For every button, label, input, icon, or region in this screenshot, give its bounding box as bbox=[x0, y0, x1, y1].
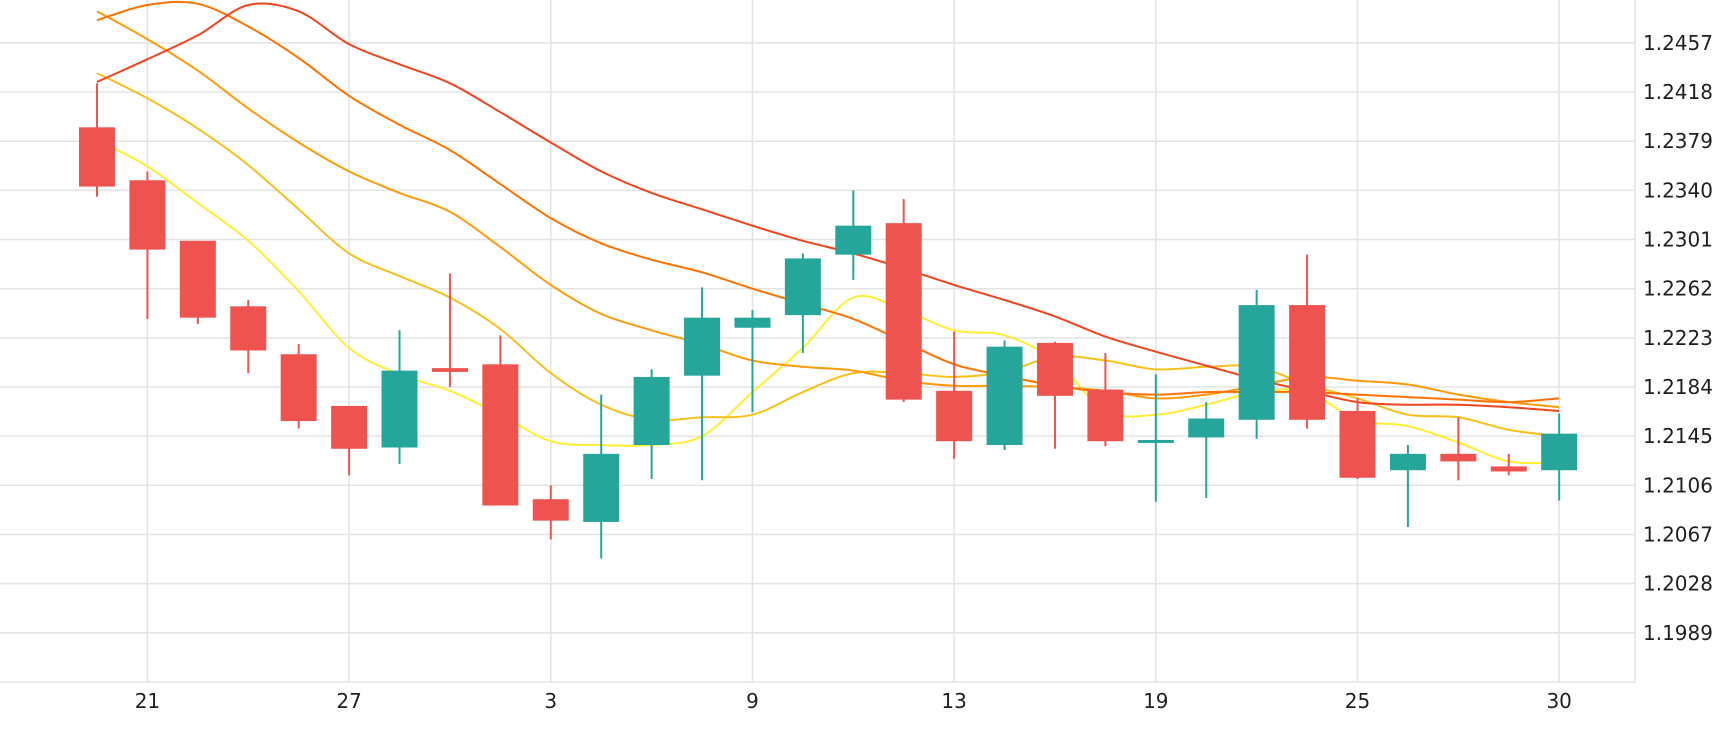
y-axis: 1.1989 1.2028 1.2067 1.2106 1.2145 1.2184 1.22… bbox=[1643, 31, 1713, 645]
candle bbox=[734, 310, 771, 413]
candles bbox=[79, 83, 1578, 559]
candle-body bbox=[734, 317, 771, 328]
candle bbox=[79, 83, 115, 197]
candle-body bbox=[1036, 342, 1073, 396]
candle-body bbox=[633, 376, 670, 446]
candle bbox=[381, 330, 418, 464]
candle-body bbox=[1137, 439, 1174, 443]
candle-body bbox=[230, 306, 267, 351]
x-tick-label: 30 bbox=[1546, 689, 1571, 713]
candle-body bbox=[280, 354, 317, 422]
y-tick-label: 1.1989 bbox=[1643, 621, 1713, 645]
candle bbox=[936, 331, 973, 459]
candle bbox=[1238, 289, 1275, 439]
candle bbox=[1389, 445, 1426, 527]
candle bbox=[633, 369, 670, 480]
candle-body bbox=[684, 317, 721, 376]
candle-body bbox=[129, 180, 166, 250]
y-tick-label: 1.2223 bbox=[1643, 326, 1713, 350]
y-tick-label: 1.2418 bbox=[1643, 80, 1713, 104]
y-tick-label: 1.2262 bbox=[1643, 277, 1713, 301]
candle bbox=[532, 485, 569, 540]
moving-average-line bbox=[96, 0, 1560, 404]
candle-body bbox=[1339, 410, 1376, 478]
y-tick-label: 1.2106 bbox=[1643, 473, 1713, 497]
candle bbox=[331, 405, 368, 476]
x-tick-label: 3 bbox=[544, 689, 557, 713]
y-tick-label: 1.2145 bbox=[1643, 424, 1713, 448]
candle-body bbox=[1440, 453, 1477, 462]
y-tick-label: 1.2340 bbox=[1643, 178, 1713, 202]
candle-body bbox=[482, 364, 519, 506]
candle-body bbox=[583, 453, 620, 522]
candle bbox=[482, 335, 519, 506]
candle bbox=[1490, 453, 1527, 476]
candle bbox=[1339, 398, 1376, 480]
candle bbox=[1289, 254, 1326, 429]
x-tick-label: 19 bbox=[1143, 689, 1168, 713]
x-tick-label: 9 bbox=[746, 689, 759, 713]
candle bbox=[129, 171, 166, 319]
candle-body bbox=[784, 258, 821, 316]
candle bbox=[431, 273, 468, 388]
y-tick-label: 1.2379 bbox=[1643, 129, 1713, 153]
candle bbox=[1541, 413, 1578, 501]
x-axis: 21 27 3 9 13 19 25 30 bbox=[135, 689, 1572, 713]
candle-body bbox=[1541, 433, 1578, 471]
candle-body bbox=[1490, 466, 1527, 472]
candle bbox=[835, 190, 872, 280]
y-tick-label: 1.2028 bbox=[1643, 572, 1713, 596]
candle-body bbox=[431, 368, 468, 372]
candle bbox=[986, 340, 1023, 451]
y-tick-label: 1.2301 bbox=[1643, 228, 1713, 252]
candle-body bbox=[885, 223, 922, 400]
candle-body bbox=[381, 370, 418, 448]
candle bbox=[784, 253, 821, 353]
candle-body bbox=[936, 390, 973, 442]
candle-body bbox=[1289, 305, 1326, 420]
candle bbox=[885, 199, 922, 403]
moving-average-line bbox=[96, 2, 1560, 412]
candle-body bbox=[1389, 453, 1426, 471]
candle bbox=[684, 287, 721, 481]
candle bbox=[583, 394, 620, 559]
x-tick-label: 27 bbox=[336, 689, 361, 713]
candle-body bbox=[835, 225, 872, 255]
candle bbox=[179, 240, 216, 324]
x-tick-label: 13 bbox=[941, 689, 966, 713]
candle-body bbox=[79, 127, 115, 187]
candle-body bbox=[986, 346, 1023, 446]
candle-body bbox=[331, 405, 368, 449]
candle bbox=[1188, 402, 1225, 498]
candle-body bbox=[179, 240, 216, 318]
candle bbox=[230, 300, 267, 374]
candle-body bbox=[1188, 418, 1225, 438]
y-tick-label: 1.2457 bbox=[1643, 31, 1713, 55]
x-tick-label: 21 bbox=[135, 689, 160, 713]
candle bbox=[280, 344, 317, 429]
candle-body bbox=[532, 499, 569, 521]
y-tick-label: 1.2067 bbox=[1643, 523, 1713, 547]
candle bbox=[1036, 341, 1073, 449]
candle-body bbox=[1238, 305, 1275, 420]
candle bbox=[1440, 417, 1477, 481]
candle bbox=[1137, 374, 1174, 502]
candle-body bbox=[1087, 389, 1124, 442]
candle bbox=[1087, 352, 1124, 447]
x-tick-label: 25 bbox=[1345, 689, 1370, 713]
y-tick-label: 1.2184 bbox=[1643, 375, 1713, 399]
